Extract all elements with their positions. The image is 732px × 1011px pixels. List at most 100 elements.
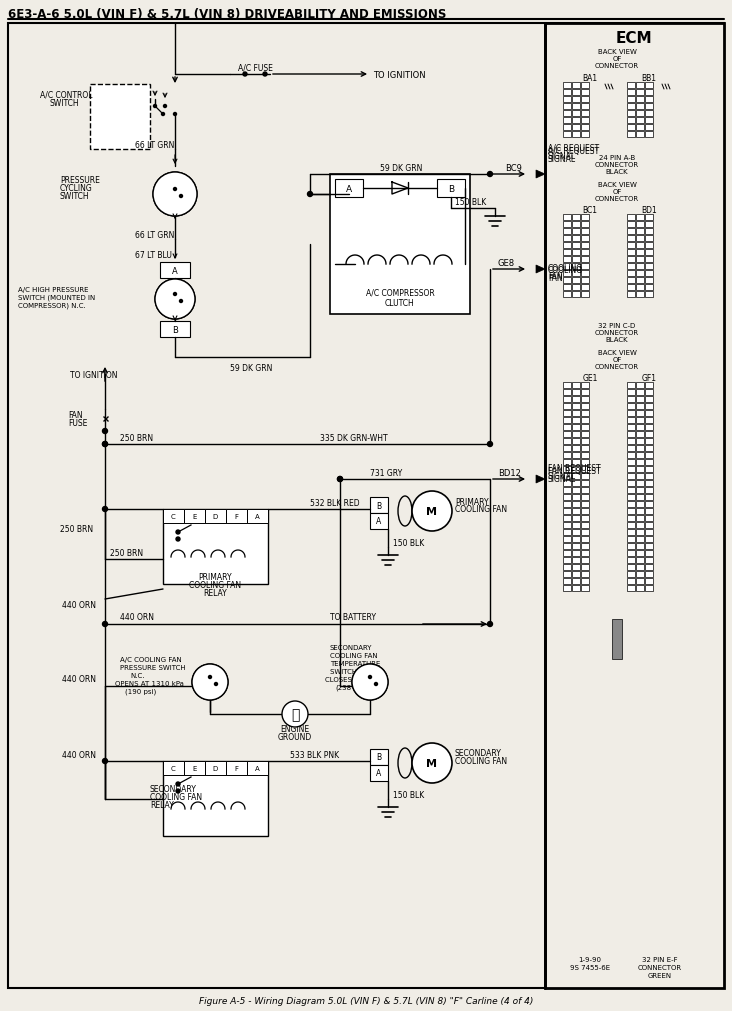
Circle shape [154,105,157,108]
Text: OF: OF [612,56,621,62]
Circle shape [102,507,108,512]
Text: ⏚: ⏚ [291,708,299,721]
Bar [636,432,644,438]
Text: PRESSURE: PRESSURE [60,175,100,184]
Bar [645,578,653,584]
Bar [563,403,571,409]
Text: 440 ORN: 440 ORN [120,613,154,622]
Bar [627,523,635,529]
Text: CONNECTOR: CONNECTOR [595,196,639,202]
Bar [581,228,589,235]
Bar [636,285,644,291]
Bar [581,432,589,438]
Circle shape [176,790,180,794]
Text: A: A [255,514,260,520]
Text: CONNECTOR: CONNECTOR [638,964,682,970]
Circle shape [488,442,493,447]
Text: B: B [376,501,381,510]
Bar [645,257,653,263]
Text: A: A [376,768,381,777]
Bar [184,761,205,775]
Bar [645,236,653,242]
Bar [563,509,571,515]
Circle shape [102,622,108,627]
Bar [572,439,580,445]
Circle shape [102,442,108,447]
Text: PRIMARY: PRIMARY [455,497,489,506]
Bar [636,466,644,472]
Bar [572,403,580,409]
Bar [636,544,644,549]
Text: 6E3-A-6 5.0L (VIN F) & 5.7L (VIN 8) DRIVEABILITY AND EMISSIONS: 6E3-A-6 5.0L (VIN F) & 5.7L (VIN 8) DRIV… [8,7,447,20]
Text: A: A [172,266,178,275]
Bar [645,228,653,235]
Text: BLACK: BLACK [605,337,628,343]
Bar [581,516,589,522]
Bar [563,292,571,297]
Bar [636,278,644,284]
Bar [563,564,571,570]
Bar [572,453,580,459]
Circle shape [102,429,108,434]
Bar [572,131,580,137]
Bar [572,111,580,117]
Bar [563,236,571,242]
Bar [636,104,644,110]
Bar [160,263,190,279]
Bar [581,550,589,556]
Text: PRESSURE SWITCH: PRESSURE SWITCH [120,664,186,670]
Text: 32 PIN C-D: 32 PIN C-D [598,323,635,329]
Bar [636,271,644,277]
Bar [627,466,635,472]
Bar [563,585,571,591]
Bar [636,418,644,424]
Bar [572,97,580,103]
Bar [572,550,580,556]
Bar [645,83,653,89]
Text: COOLING: COOLING [548,265,583,274]
Bar [563,473,571,479]
Circle shape [412,491,452,532]
Bar [645,487,653,493]
Bar [572,530,580,536]
Bar [627,271,635,277]
Text: COOLING FAN: COOLING FAN [330,652,378,658]
Bar [636,530,644,536]
Bar [247,761,268,775]
Text: GE1: GE1 [583,373,598,382]
Bar [636,509,644,515]
Bar [645,473,653,479]
Bar [627,418,635,424]
Bar [572,250,580,256]
Bar [636,228,644,235]
Text: CONNECTOR: CONNECTOR [595,330,639,336]
Bar [581,425,589,431]
Bar [627,292,635,297]
Polygon shape [536,171,545,179]
Text: BB1: BB1 [641,74,657,83]
Bar [563,571,571,577]
Bar [330,175,470,314]
Bar [572,382,580,388]
Bar [645,118,653,124]
Bar [563,501,571,508]
Bar [627,243,635,249]
Bar [627,396,635,402]
Bar [572,466,580,472]
Bar [645,250,653,256]
Bar [636,292,644,297]
Bar [627,214,635,220]
Bar [581,111,589,117]
Bar [226,761,247,775]
Text: 66 LT GRN: 66 LT GRN [135,141,174,150]
Text: BC9: BC9 [505,164,522,172]
Bar [581,418,589,424]
Text: OF: OF [612,357,621,363]
Text: GROUND: GROUND [278,733,312,742]
Bar [563,557,571,563]
Bar [581,544,589,549]
Bar [636,257,644,263]
Bar [645,90,653,96]
Text: E: E [193,765,197,771]
Text: 59 DK GRN: 59 DK GRN [230,363,272,372]
